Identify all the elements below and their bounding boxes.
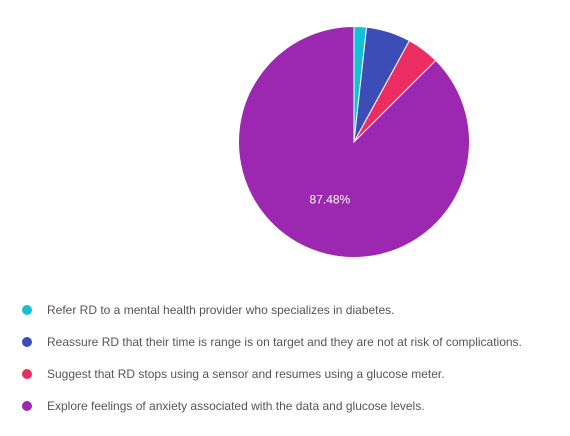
legend-swatch-reassure	[22, 337, 32, 347]
legend-swatch-explore	[22, 401, 32, 411]
legend-label-suggest: Suggest that RD stops using a sensor and…	[47, 367, 445, 381]
pie-chart: 87.48%	[238, 25, 470, 258]
pie-slice-explore[interactable]	[238, 25, 470, 258]
legend-item-refer[interactable]: Refer RD to a mental health provider who…	[22, 300, 522, 320]
legend-item-suggest[interactable]: Suggest that RD stops using a sensor and…	[22, 364, 522, 384]
legend-label-refer: Refer RD to a mental health provider who…	[47, 303, 395, 317]
legend-label-reassure: Reassure RD that their time is range is …	[47, 335, 522, 349]
legend: Refer RD to a mental health provider who…	[22, 300, 522, 428]
legend-swatch-refer	[22, 305, 32, 315]
legend-item-reassure[interactable]: Reassure RD that their time is range is …	[22, 332, 522, 352]
slice-value-label-explore: 87.48%	[310, 192, 351, 206]
legend-item-explore[interactable]: Explore feelings of anxiety associated w…	[22, 396, 522, 416]
legend-swatch-suggest	[22, 369, 32, 379]
legend-label-explore: Explore feelings of anxiety associated w…	[47, 399, 425, 413]
